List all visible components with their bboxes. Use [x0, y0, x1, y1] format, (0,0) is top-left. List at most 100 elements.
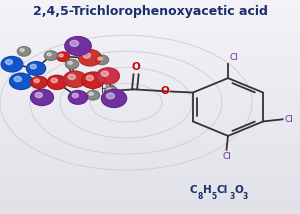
Circle shape	[47, 53, 51, 56]
Bar	[0, 17, 300, 19]
Bar	[0, 19, 300, 21]
Bar	[0, 26, 300, 28]
Bar	[0, 118, 300, 120]
Bar	[0, 4, 300, 6]
Circle shape	[101, 71, 109, 76]
Bar	[0, 212, 300, 214]
Bar	[0, 34, 300, 36]
Bar	[0, 81, 300, 83]
Circle shape	[14, 76, 22, 82]
Circle shape	[107, 88, 111, 91]
Circle shape	[83, 53, 91, 58]
Circle shape	[97, 68, 119, 84]
Circle shape	[20, 49, 24, 52]
Bar	[0, 92, 300, 94]
Bar	[0, 137, 300, 139]
Bar	[0, 203, 300, 205]
Bar	[0, 15, 300, 17]
Bar	[0, 0, 300, 2]
Circle shape	[86, 91, 100, 100]
Bar	[0, 30, 300, 32]
Bar	[0, 21, 300, 24]
Bar	[0, 165, 300, 167]
Bar	[0, 141, 300, 143]
Text: 8: 8	[197, 192, 203, 201]
Circle shape	[5, 59, 12, 64]
Circle shape	[65, 37, 91, 55]
Circle shape	[79, 50, 101, 66]
Text: Cl: Cl	[284, 115, 293, 124]
Bar	[0, 68, 300, 71]
Bar	[0, 158, 300, 160]
Bar	[0, 9, 300, 11]
Bar	[0, 39, 300, 41]
Bar	[0, 148, 300, 150]
Bar	[0, 83, 300, 86]
Circle shape	[31, 89, 53, 106]
Bar	[0, 79, 300, 81]
Bar	[0, 77, 300, 79]
Bar	[0, 113, 300, 116]
Bar	[0, 122, 300, 124]
Bar	[0, 184, 300, 186]
Circle shape	[68, 91, 88, 104]
Bar	[0, 146, 300, 148]
Bar	[0, 150, 300, 152]
Circle shape	[82, 72, 104, 88]
Circle shape	[68, 61, 72, 64]
Circle shape	[86, 75, 94, 81]
Bar	[0, 126, 300, 128]
Bar	[0, 199, 300, 201]
Bar	[0, 56, 300, 58]
Bar	[0, 193, 300, 195]
Bar	[0, 139, 300, 141]
Bar	[0, 208, 300, 210]
Bar	[0, 152, 300, 154]
Text: 3: 3	[229, 192, 235, 201]
Bar	[0, 43, 300, 45]
Bar	[0, 128, 300, 131]
Bar	[0, 195, 300, 197]
Bar	[0, 143, 300, 146]
Bar	[0, 111, 300, 113]
Bar	[0, 156, 300, 158]
Bar	[0, 51, 300, 54]
Bar	[0, 180, 300, 182]
Bar	[0, 163, 300, 165]
Bar	[0, 60, 300, 62]
Bar	[0, 62, 300, 64]
Bar	[0, 2, 300, 4]
Bar	[0, 169, 300, 171]
Bar	[0, 64, 300, 66]
Circle shape	[95, 55, 109, 65]
Bar	[0, 41, 300, 43]
Bar	[0, 45, 300, 47]
Bar	[0, 86, 300, 88]
Bar	[0, 186, 300, 188]
Bar	[0, 105, 300, 107]
Bar	[0, 90, 300, 92]
Text: C: C	[189, 185, 196, 195]
Bar	[0, 24, 300, 26]
Circle shape	[35, 92, 43, 98]
Circle shape	[30, 64, 36, 69]
Bar	[0, 28, 300, 30]
Circle shape	[26, 62, 46, 75]
Bar	[0, 188, 300, 190]
Circle shape	[106, 93, 115, 99]
Bar	[0, 103, 300, 105]
Bar	[0, 197, 300, 199]
Circle shape	[1, 56, 23, 72]
Bar	[0, 36, 300, 39]
Bar	[0, 71, 300, 73]
Text: Cl: Cl	[230, 53, 238, 62]
Bar	[0, 160, 300, 163]
Circle shape	[70, 40, 79, 46]
Bar	[0, 178, 300, 180]
Circle shape	[31, 76, 47, 88]
Text: Cl: Cl	[223, 152, 232, 161]
Bar	[0, 66, 300, 68]
Bar	[0, 58, 300, 60]
Circle shape	[104, 86, 118, 96]
Bar	[0, 133, 300, 135]
